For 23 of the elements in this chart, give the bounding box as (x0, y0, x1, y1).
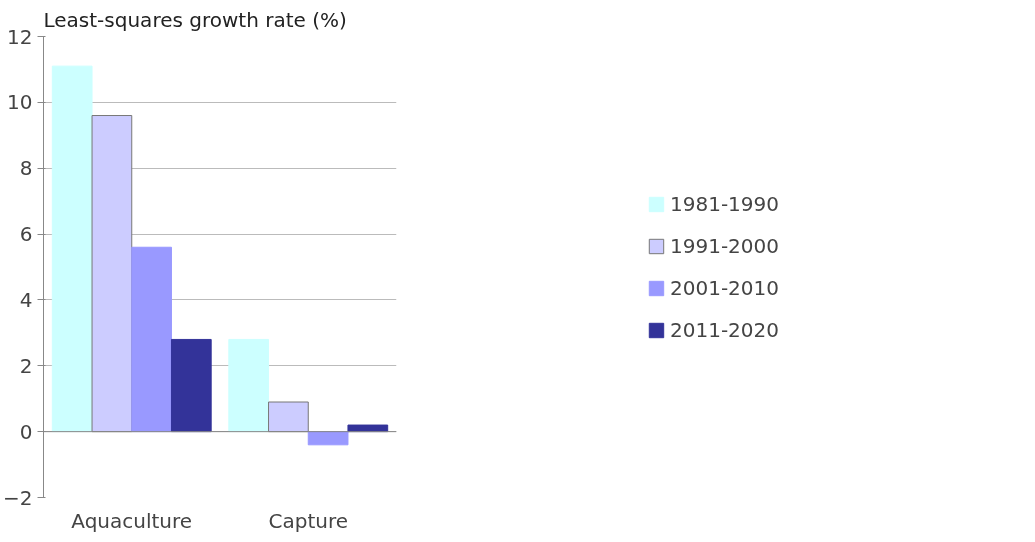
bar (228, 338, 270, 433)
y-tick-label: 4 (19, 287, 33, 312)
x-tick-label: Aquaculture (71, 508, 193, 533)
y-tick-label: −2 (3, 485, 33, 510)
bar (131, 246, 172, 433)
bar (51, 65, 93, 433)
legend-label: 2011-2020 (669, 317, 780, 342)
bar (268, 401, 309, 433)
bar (170, 338, 212, 433)
y-tick-label: 8 (19, 156, 33, 181)
x-tick-label: Capture (268, 508, 349, 533)
legend-label: 1991-2000 (669, 233, 780, 258)
y-tick-label: 12 (7, 24, 33, 49)
bar (347, 424, 389, 433)
y-axis-title: Least-squares growth rate (%) (43, 7, 347, 32)
y-tick-label: 2 (19, 353, 33, 378)
legend-label: 2001-2010 (669, 275, 780, 300)
legend-label: 1981-1990 (669, 191, 780, 216)
bar (91, 115, 133, 433)
y-tick-label: 10 (7, 90, 33, 115)
y-tick-label: 6 (19, 222, 33, 247)
y-tick-label: 0 (19, 419, 33, 444)
bar (307, 431, 349, 446)
